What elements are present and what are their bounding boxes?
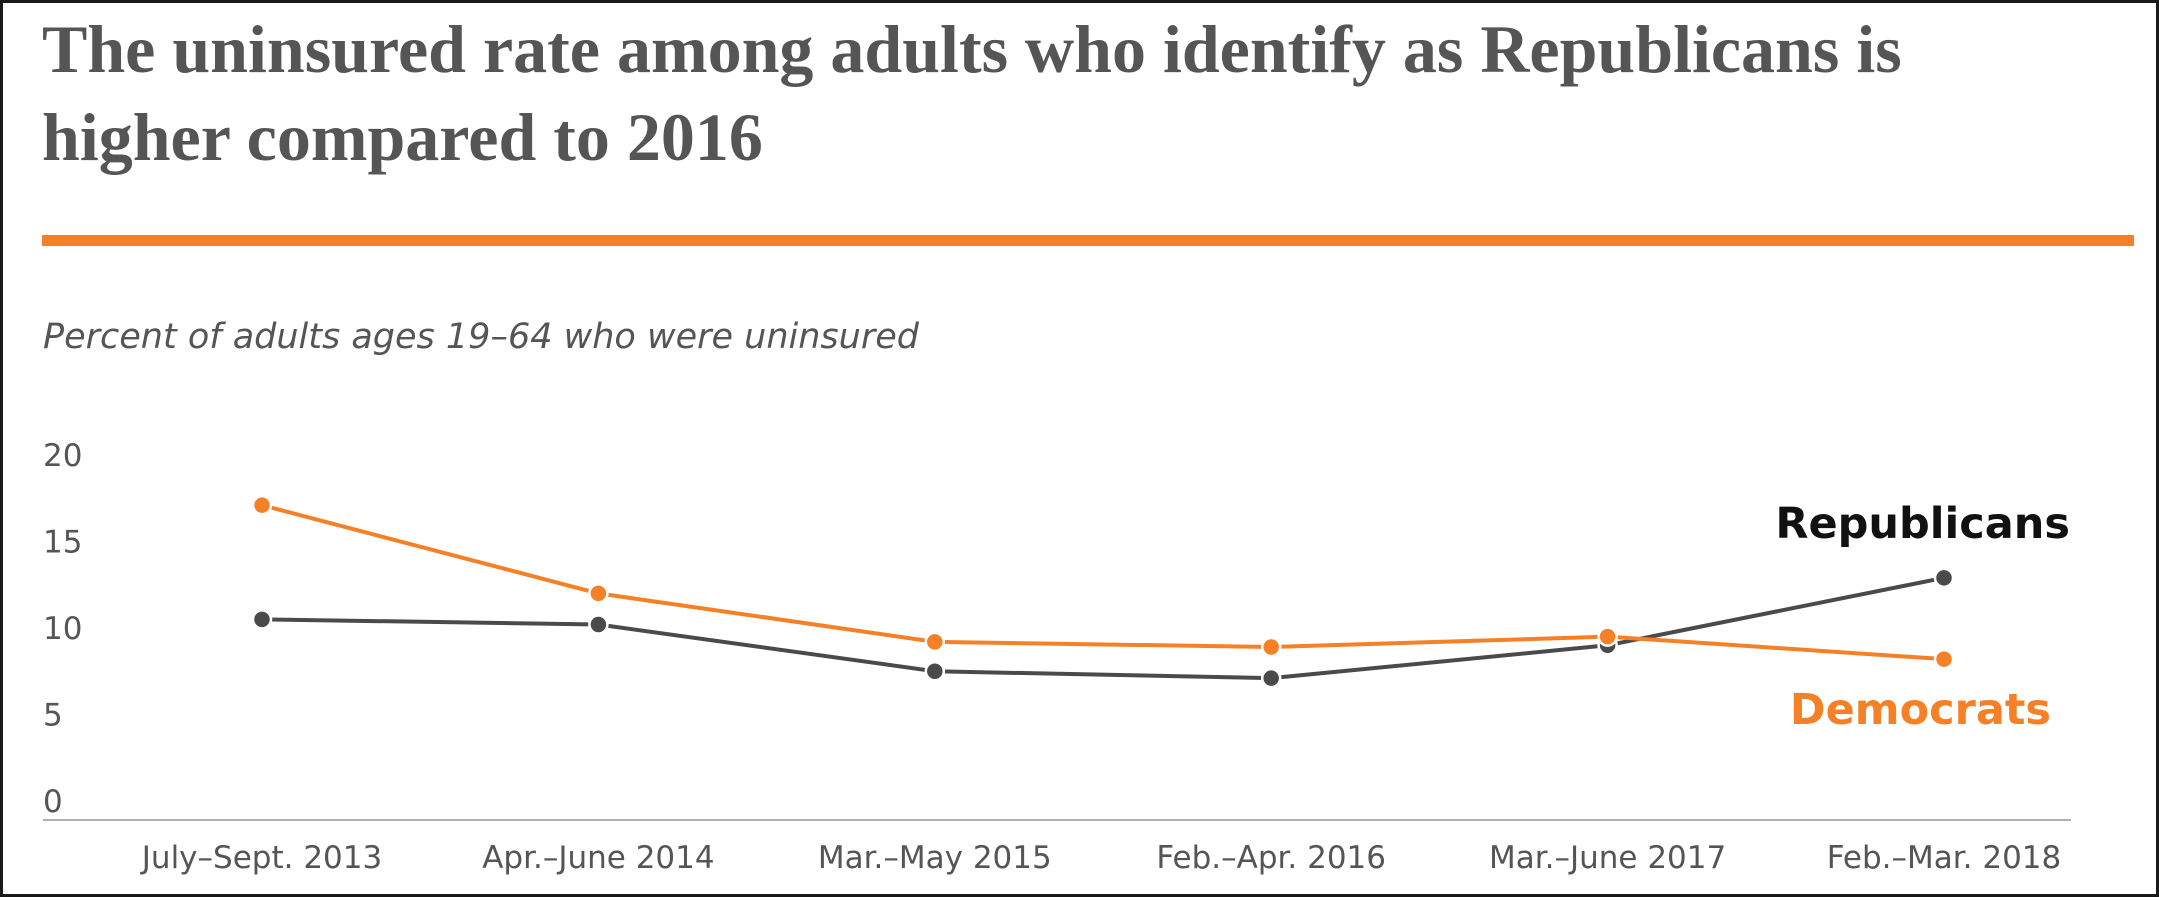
data-point-democrats: [1260, 636, 1282, 658]
x-tick-label: Mar.–May 2015: [818, 840, 1052, 876]
chart-subtitle: Percent of adults ages 19–64 who were un…: [43, 317, 919, 357]
data-point-republicans: [1260, 667, 1282, 689]
x-tick-label: Mar.–June 2017: [1489, 840, 1726, 876]
chart-title: The uninsured rate among adults who iden…: [42, 11, 1902, 175]
title-divider: [42, 235, 2134, 246]
series-line-democrats: [261, 503, 1945, 662]
x-tick-label: July–Sept. 2013: [140, 840, 382, 876]
series-line-republicans: [261, 575, 1945, 681]
data-point-democrats: [1933, 648, 1955, 670]
y-tick-label: 0: [43, 784, 63, 820]
data-point-democrats: [588, 583, 609, 604]
x-tick-label: Feb.–Apr. 2016: [1156, 840, 1386, 876]
y-tick-label: 5: [43, 698, 63, 734]
line-chart: 0 5 10 15 20 July–Sept. 2013 Apr.–June 2014 Mar…: [43, 438, 2071, 876]
data-point-republicans: [924, 661, 946, 682]
data-point-republicans: [251, 609, 273, 630]
x-tick-label: Feb.–Mar. 2018: [1827, 840, 2061, 876]
y-tick-label: 20: [43, 438, 82, 474]
data-point-democrats: [924, 631, 946, 653]
y-tick-label: 10: [43, 611, 82, 647]
series-label-republicans: Republicans: [1775, 499, 2070, 549]
data-point-democrats: [1597, 626, 1618, 647]
data-point-republicans: [588, 614, 609, 635]
data-point-republicans: [1933, 567, 1955, 589]
series-label-democrats: Democrats: [1790, 685, 2051, 735]
y-tick-label: 15: [43, 525, 82, 561]
x-tick-label: Apr.–June 2014: [482, 840, 714, 876]
data-point-democrats: [251, 494, 273, 516]
